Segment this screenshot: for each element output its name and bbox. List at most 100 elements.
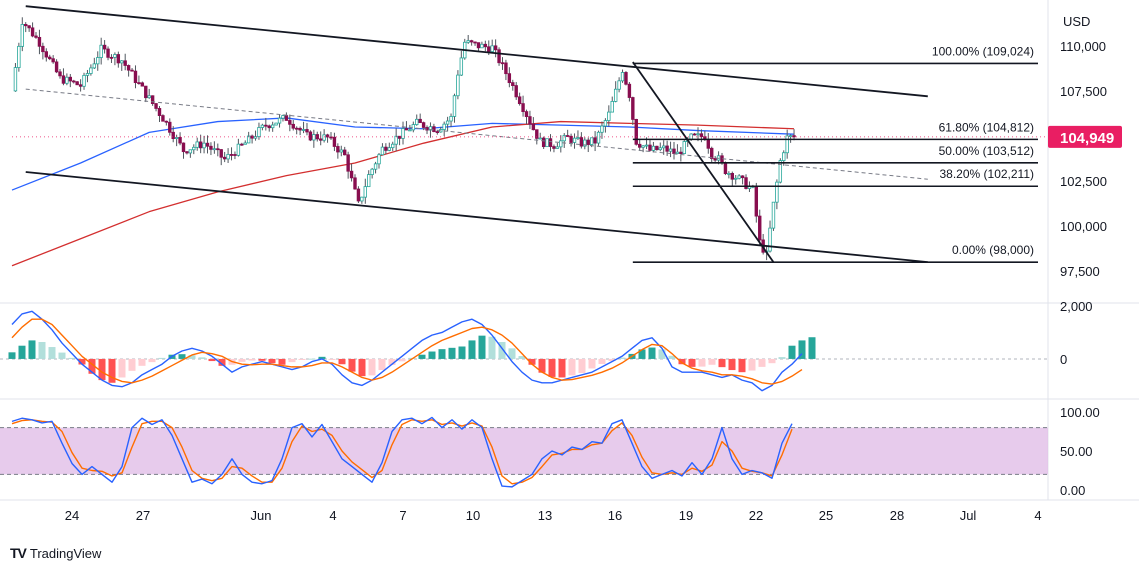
- candle-body: [576, 137, 580, 140]
- candle-body: [137, 82, 141, 85]
- macd-histogram-bar: [678, 358, 686, 365]
- macd-histogram-bar: [548, 358, 556, 377]
- candle-body: [44, 51, 48, 58]
- candle-body: [788, 135, 793, 138]
- candle-body: [150, 95, 155, 104]
- time-tick-label: 27: [136, 508, 150, 523]
- candle-body: [78, 84, 83, 87]
- time-tick-label: 10: [466, 508, 480, 523]
- candle-body: [387, 147, 391, 151]
- candle-body: [346, 154, 350, 172]
- macd-tick-label: 0: [1060, 352, 1067, 367]
- macd-histogram-bar: [288, 358, 296, 363]
- time-axis[interactable]: 24 27 Jun 4 7 10 13 16 19 22 25 28 Jul 4: [65, 508, 1042, 523]
- candle-body: [452, 95, 457, 117]
- candle-body: [332, 136, 337, 147]
- candle-body: [641, 145, 645, 148]
- candle-body: [648, 144, 652, 151]
- macd-histogram-bar: [398, 358, 406, 362]
- candle-body: [336, 146, 340, 153]
- macd-histogram-bar: [128, 358, 136, 371]
- time-tick-label: 25: [819, 508, 833, 523]
- candle-body: [730, 172, 734, 180]
- macd-histogram-bar: [648, 347, 656, 359]
- candle-body: [123, 60, 127, 66]
- candle-body: [315, 134, 319, 140]
- chart-canvas[interactable]: 100.00% (109,024) 61.80% (104,812) 50.00% …: [0, 0, 1139, 540]
- candle-body: [531, 123, 536, 131]
- candle-body: [291, 123, 295, 129]
- candle-body: [500, 62, 505, 65]
- candle-body: [706, 139, 710, 149]
- candle-body: [607, 111, 611, 121]
- candle-body: [102, 44, 107, 50]
- candle-body: [277, 117, 282, 124]
- macd-panel[interactable]: 2,000 0: [0, 299, 1093, 392]
- candle-body: [27, 25, 31, 29]
- macd-histogram-bar: [448, 347, 456, 359]
- candle-body: [792, 135, 796, 138]
- macd-histogram-bar: [738, 358, 746, 373]
- candle-body: [672, 148, 676, 154]
- candle-body: [41, 45, 45, 53]
- candle-body: [140, 82, 145, 87]
- candle-body: [737, 175, 741, 179]
- macd-histogram-bar: [718, 358, 726, 368]
- candle-body: [504, 62, 508, 75]
- tradingview-logo-icon: TV: [10, 545, 27, 561]
- candle-body: [329, 136, 333, 139]
- macd-histogram-bar: [68, 357, 76, 359]
- candle-body: [161, 115, 165, 122]
- candle-body: [260, 124, 265, 128]
- candle-body: [569, 135, 573, 143]
- candle-body: [782, 152, 786, 161]
- macd-histogram-bar: [208, 358, 216, 362]
- candle-body: [363, 186, 367, 198]
- price-tick-label: 97,500: [1060, 264, 1100, 279]
- signal-line: [11, 318, 803, 385]
- macd-histogram-bar: [688, 358, 696, 367]
- candle-body: [627, 83, 632, 98]
- stochastic-panel[interactable]: 100.00 50.00 0.00: [0, 405, 1100, 498]
- candle-body: [17, 45, 21, 68]
- grid: [0, 0, 1139, 501]
- candle-body: [723, 162, 728, 175]
- macd-histogram-bar: [588, 358, 596, 369]
- candle-body: [58, 71, 62, 77]
- macd-histogram-bar: [278, 358, 286, 365]
- macd-histogram-bar: [58, 352, 66, 359]
- macd-histogram-bar: [468, 340, 476, 359]
- macd-histogram-bar: [478, 335, 486, 359]
- candle-body: [30, 27, 35, 37]
- blue-moving-average: [11, 117, 795, 191]
- macd-histogram-bar: [728, 358, 736, 371]
- candle-body: [456, 74, 460, 97]
- candle-body: [270, 124, 275, 129]
- candle-body: [301, 129, 306, 131]
- macd-histogram-bar: [338, 358, 346, 365]
- candle-body: [339, 149, 343, 153]
- macd-histogram-bar: [8, 352, 16, 359]
- candle-body: [126, 65, 131, 71]
- macd-histogram-bar: [318, 356, 326, 359]
- candle-body: [418, 118, 422, 124]
- macd-histogram-bar: [638, 349, 646, 359]
- macd-histogram-bar: [598, 358, 606, 364]
- candle-body: [744, 177, 748, 189]
- macd-histogram-bar: [218, 358, 226, 366]
- candle-body: [408, 129, 412, 132]
- macd-histogram-bar: [568, 358, 576, 376]
- candle-body: [212, 148, 217, 151]
- candle-body: [34, 35, 38, 38]
- candle-body: [435, 131, 440, 133]
- price-tick-label: 110,000: [1060, 39, 1106, 54]
- candle-body: [473, 41, 477, 44]
- candle-body: [222, 156, 227, 160]
- candle-body: [96, 57, 100, 65]
- candle-body: [360, 196, 364, 202]
- macd-tick-label: 2,000: [1060, 299, 1093, 314]
- candle-body: [535, 129, 539, 139]
- price-axis[interactable]: USD 110,000 107,500 102,500 100,000 97,500 10…: [12, 14, 1122, 279]
- candle-body: [665, 145, 669, 152]
- price-panel[interactable]: 100.00% (109,024) 61.80% (104,812) 50.00% …: [11, 5, 1038, 267]
